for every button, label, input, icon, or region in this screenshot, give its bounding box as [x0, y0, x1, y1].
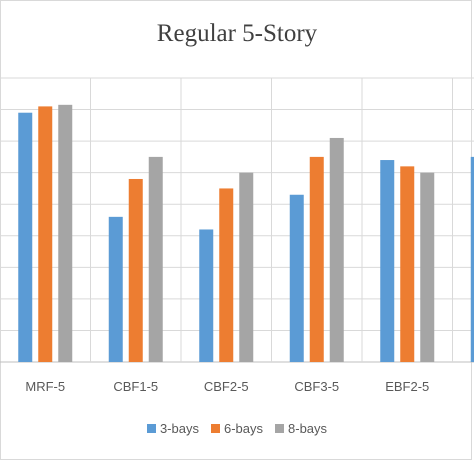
legend-label: 8-bays — [288, 421, 328, 436]
bar-8-bays-CBF2-5 — [239, 172, 254, 362]
legend-item: 3-bays — [146, 421, 199, 436]
bar-6-bays-MRF-5 — [38, 106, 53, 363]
bar-8-bays-MRF-5 — [58, 104, 73, 363]
x-tick-label: MRF-5 — [25, 379, 65, 394]
x-tick-label: CBF2-5 — [204, 379, 249, 394]
bar-6-bays-CBF3-5 — [309, 156, 324, 362]
bar-3-bays-CBF3-5 — [289, 194, 304, 362]
bar-3-bays-MRF-5 — [18, 112, 33, 362]
bar-3-bays-CBF2-5 — [199, 229, 214, 362]
bar-6-bays-EBF2-5 — [400, 166, 415, 362]
bar-6-bays-CBF2-5 — [219, 188, 234, 362]
chart-title: Regular 5-Story — [156, 20, 318, 47]
bars — [18, 104, 474, 363]
bar-8-bays-EBF2-5 — [420, 172, 435, 362]
bar-8-bays-CBF1-5 — [148, 156, 163, 362]
bar-3-bays-CBF1-5 — [108, 216, 123, 362]
bar-6-bays-CBF1-5 — [128, 178, 143, 362]
bar-3-bays-E — [470, 156, 474, 362]
x-tick-label: EBF2-5 — [385, 379, 429, 394]
bar-3-bays-EBF2-5 — [380, 160, 395, 362]
x-tick-label: CBF1-5 — [113, 379, 158, 394]
gridlines — [0, 77, 474, 363]
legend: 3-bays 6-bays 8-bays — [0, 421, 474, 436]
legend-item: 6-bays — [210, 421, 264, 436]
legend-swatch — [275, 424, 285, 433]
bar-8-bays-CBF3-5 — [329, 137, 344, 362]
legend-swatch — [146, 424, 156, 433]
legend-swatch — [210, 424, 220, 433]
x-tick-label: CBF3-5 — [294, 379, 339, 394]
legend-item: 8-bays — [275, 421, 327, 436]
legend-label: 6-bays — [223, 421, 264, 436]
legend-label: 3-bays — [159, 421, 199, 436]
